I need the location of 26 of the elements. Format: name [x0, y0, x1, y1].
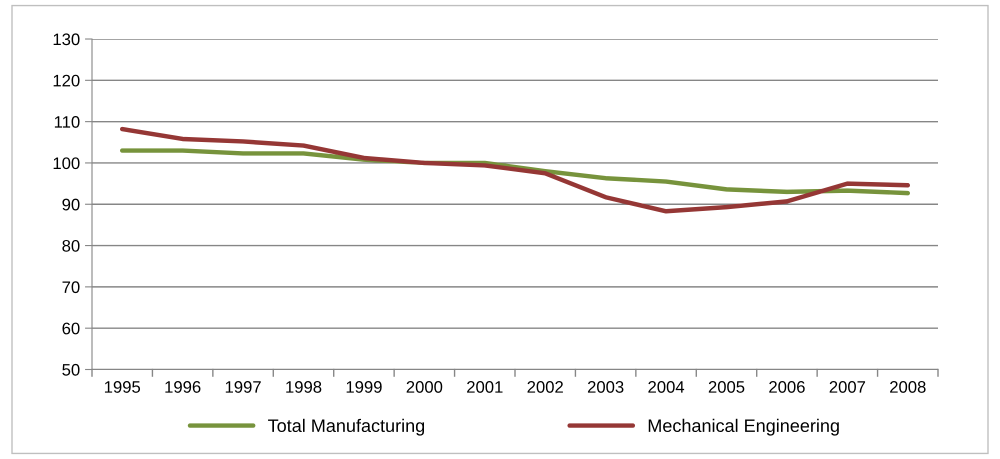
x-tick-label: 1998: [286, 381, 322, 393]
line-series: [120, 126, 910, 214]
x-tick-label: 2002: [528, 381, 563, 393]
legend-label: Total Manufacturing: [268, 418, 424, 436]
y-tick-label: 50: [62, 364, 80, 376]
y-tick-label: 90: [62, 198, 80, 210]
y-tick-label: 70: [62, 281, 80, 294]
y-tick-label: 130: [54, 33, 80, 46]
x-tick-label: 1995: [104, 381, 140, 393]
y-tick-label: 110: [54, 116, 80, 128]
y-tick-label: 60: [62, 322, 80, 334]
x-tick-label: 1999: [346, 381, 382, 393]
x-tick-label: 2000: [406, 381, 442, 393]
x-tick-label: 1997: [226, 381, 261, 393]
y-tick-label: 120: [54, 74, 80, 87]
x-tick-label: 2004: [648, 381, 684, 393]
x-tick-label: 2005: [708, 381, 744, 393]
x-tick-label: 2003: [588, 381, 624, 393]
x-tick-label: 2007: [830, 381, 866, 393]
y-tick-label: 100: [54, 157, 80, 170]
x-tick-label: 2008: [890, 381, 926, 393]
legend-label: Mechanical Engineering: [648, 418, 839, 436]
x-tick-label: 2006: [769, 381, 805, 393]
y-tick-label: 80: [62, 240, 80, 252]
x-tick-label: 2001: [467, 381, 503, 393]
x-tick-label: 1996: [165, 381, 200, 393]
